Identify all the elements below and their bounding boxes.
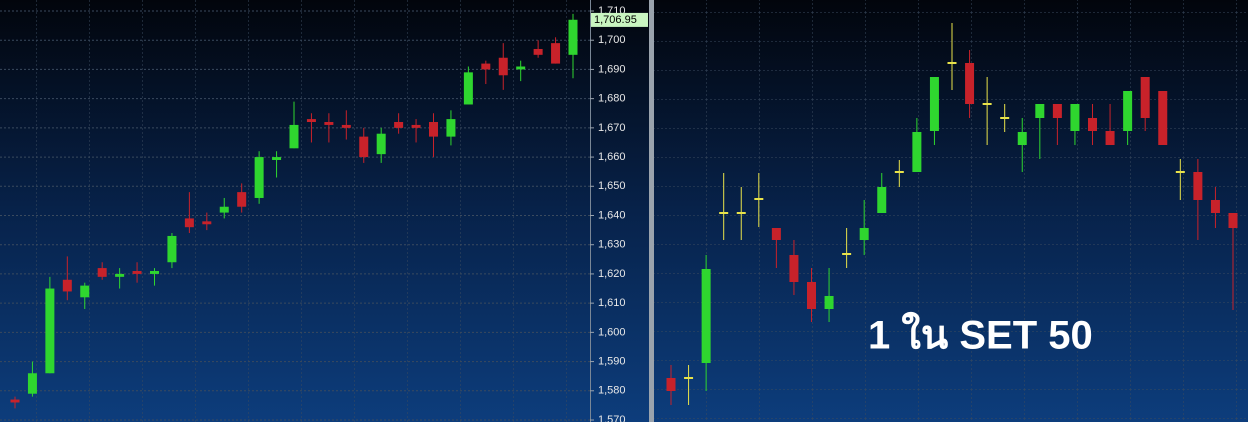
candle-body (45, 288, 55, 374)
y-tick-label: 1,620 (598, 268, 626, 280)
candle-body (1070, 104, 1080, 131)
y-tick-label: 1,580 (598, 385, 626, 397)
candle-body (719, 212, 729, 214)
y-tick-label: 1,590 (598, 355, 626, 367)
last-value-label: 1,706.95 (594, 14, 637, 26)
candle-body (219, 206, 229, 213)
candle-body (184, 218, 194, 228)
y-tick-label: 1,600 (598, 326, 626, 338)
candle-body (150, 271, 159, 274)
candle-body (202, 221, 212, 225)
candle-body (965, 63, 975, 104)
candle-body (10, 399, 20, 403)
candle-body (306, 119, 316, 123)
y-tick-label: 1,630 (598, 239, 626, 251)
candle-body (1158, 91, 1168, 145)
candle-body (341, 124, 351, 128)
candle-body (463, 72, 473, 105)
candle-body (446, 119, 456, 137)
y-tick-label: 1,640 (598, 209, 626, 221)
candle-body (411, 124, 421, 128)
y-tick-label: 1,690 (598, 63, 626, 75)
y-tick-label: 1,700 (598, 34, 626, 46)
candle-body (1228, 213, 1238, 228)
marks: 1,570 1,580 1,590 1,600 1,610 1,620 1,630 1,640… (0, 5, 1238, 422)
annotation: 1 ใน SET 50 (868, 312, 1093, 358)
candle-body (842, 253, 852, 255)
candle-body (736, 212, 746, 214)
candle-body (1193, 172, 1203, 200)
candle-body (789, 255, 799, 282)
candle-body (684, 377, 694, 379)
candle-body (429, 122, 438, 137)
candle-body (754, 198, 764, 200)
candle-body (376, 133, 386, 155)
right-grid (654, 0, 1248, 422)
candle-body (1123, 91, 1133, 131)
candle-body (912, 132, 922, 172)
candle-body (167, 235, 177, 263)
candle-body (498, 57, 508, 76)
candle-body (62, 279, 72, 292)
candle-body (481, 63, 491, 70)
candle-body (1175, 171, 1185, 173)
candle-body (1017, 132, 1027, 145)
candle-body (1210, 200, 1220, 213)
y-tick-label: 1,570 (598, 414, 626, 422)
candle-body (80, 285, 90, 298)
candle-body (701, 269, 711, 363)
left-vertical-grid (0, 0, 590, 422)
candle-body (859, 228, 869, 240)
candle-body (394, 122, 404, 128)
candle-body (947, 62, 957, 64)
candle-body (115, 273, 125, 277)
y-tick-label: 1,660 (598, 151, 626, 163)
candle-body (1035, 104, 1045, 118)
candle-body (516, 66, 526, 70)
candle-body (533, 48, 543, 55)
candle-body (1140, 77, 1150, 118)
panel-separator (649, 0, 654, 422)
candle-body (237, 192, 247, 207)
candle-body (359, 136, 369, 158)
y-tick-label: 1,680 (598, 93, 626, 105)
candle-body (132, 271, 142, 274)
y-tick-label: 1,650 (598, 180, 626, 192)
candle-body (929, 77, 939, 131)
candle-body (27, 373, 37, 394)
candle-body (877, 187, 887, 213)
candle-body (1052, 104, 1062, 118)
candle-body (254, 157, 264, 198)
candle-body (97, 268, 107, 277)
last-value-box (591, 12, 648, 27)
candle-body (551, 43, 561, 64)
candle-body (289, 124, 299, 149)
candle-body (982, 103, 992, 105)
candle-body (1000, 117, 1010, 119)
y-tick-label: 1,610 (598, 297, 626, 309)
candle-body (568, 19, 578, 55)
y-axis-line (590, 0, 591, 422)
candle-body (771, 228, 781, 240)
candle-body (324, 122, 334, 125)
candle-body (824, 296, 834, 309)
candle-body (894, 171, 904, 173)
candle-body (272, 157, 282, 160)
candle-body (666, 378, 676, 391)
candle-body (807, 282, 816, 309)
candle-body (1088, 118, 1097, 131)
candle-body (1105, 131, 1115, 145)
y-tick-label: 1,670 (598, 122, 626, 134)
